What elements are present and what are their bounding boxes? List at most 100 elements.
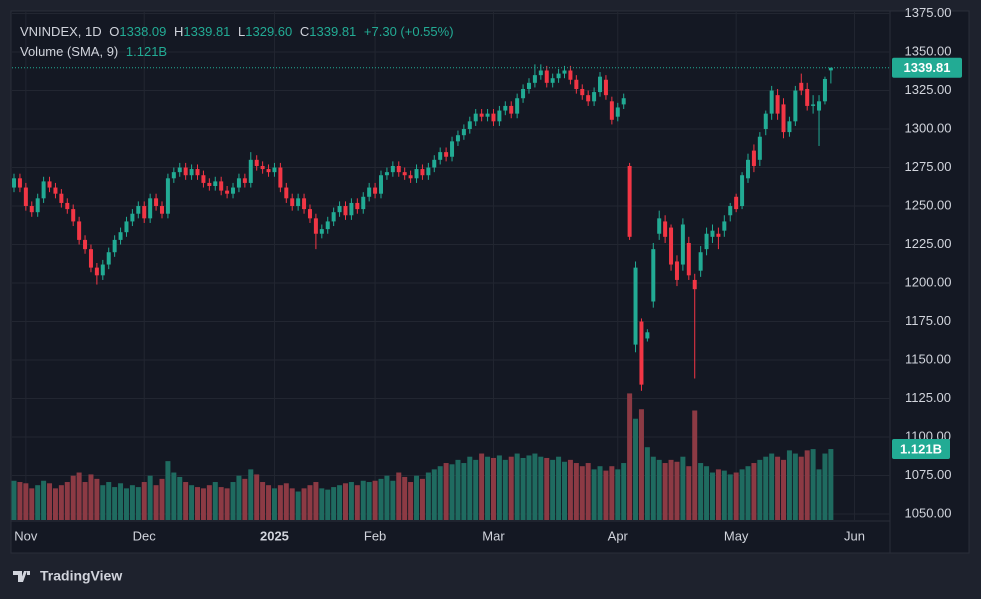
volume-bar — [106, 482, 112, 520]
candle-body — [686, 242, 691, 276]
last-price-label: 1339.81 — [904, 60, 951, 75]
change: +7.30 (+0.55%) — [364, 24, 454, 39]
ohlc-key: C — [300, 24, 309, 39]
candle-body — [615, 107, 620, 117]
candle-body — [83, 239, 88, 250]
candle-body — [568, 70, 573, 80]
y-tick-label: 1225.00 — [905, 236, 952, 251]
y-tick-label: 1325.00 — [905, 82, 952, 97]
candle-body — [586, 95, 591, 102]
study-value: 1.121B — [126, 44, 167, 59]
candle-body — [556, 73, 561, 79]
candle-body — [142, 206, 147, 219]
volume-bar — [437, 466, 443, 520]
candle-body — [343, 206, 348, 216]
candle-body — [29, 206, 34, 213]
candle-body — [680, 224, 685, 265]
volume-bar — [118, 483, 124, 520]
volume-bar — [656, 459, 662, 520]
volume-bar — [331, 487, 337, 520]
candle-body — [822, 78, 827, 102]
candle-body — [53, 187, 58, 194]
candle-body — [225, 190, 230, 194]
candle-body — [740, 175, 745, 207]
candle-body — [77, 221, 82, 240]
candle-body — [550, 78, 555, 83]
candle-body — [207, 182, 212, 187]
volume-bar — [289, 488, 295, 520]
candle-body — [598, 76, 603, 93]
volume-bar — [248, 469, 254, 520]
candle-body — [41, 181, 46, 199]
candle-body — [361, 196, 366, 210]
candle-body — [414, 169, 419, 179]
volume-bar — [520, 457, 526, 520]
candle-body — [420, 169, 425, 176]
volume-bar — [479, 453, 485, 520]
volume-bar — [171, 472, 177, 520]
x-tick-label: Mar — [482, 528, 505, 543]
volume-bar — [591, 469, 597, 520]
volume-bar — [29, 488, 35, 520]
candle-body — [331, 212, 336, 222]
candle-body — [450, 141, 455, 157]
volume-bar — [804, 450, 810, 520]
y-tick-label: 1050.00 — [905, 505, 952, 520]
candle-body — [219, 181, 224, 191]
volume-pane — [11, 393, 834, 520]
candle-body — [438, 152, 443, 160]
volume-bar — [94, 478, 100, 520]
volume-bar — [597, 466, 603, 520]
x-tick-label: Apr — [608, 528, 629, 543]
volume-bar — [52, 488, 58, 520]
grid — [12, 12, 890, 520]
candle-body — [290, 198, 295, 207]
candle-body — [757, 136, 762, 160]
candle-body — [106, 252, 111, 265]
volume-bar — [757, 459, 763, 520]
volume-bar — [473, 459, 479, 520]
candle-body — [639, 321, 644, 385]
candle-body — [775, 95, 780, 114]
candle-body — [526, 82, 531, 89]
volume-bar — [342, 483, 348, 520]
candle-body — [396, 165, 401, 173]
volume-bar — [650, 456, 656, 520]
volume-bar — [301, 488, 307, 520]
axes: 1050.001075.001100.001125.001150.001175.… — [12, 5, 962, 543]
candle-body — [663, 221, 668, 237]
volume-bar — [112, 487, 118, 520]
volume-bar — [810, 449, 816, 520]
volume-bar — [218, 487, 224, 520]
volume-bar — [47, 483, 53, 520]
logo-icon — [13, 571, 30, 582]
candle-body — [408, 175, 413, 179]
candle-body — [674, 261, 679, 280]
volume-bar — [58, 485, 64, 520]
volume-bar — [82, 482, 88, 520]
volume-bar — [360, 480, 366, 520]
volume-bar — [567, 459, 573, 520]
candle-body — [213, 181, 218, 187]
candle-body — [467, 121, 472, 130]
volume-bar — [638, 409, 644, 520]
candle-body — [325, 221, 330, 230]
candle-body — [479, 113, 484, 117]
candle-body — [544, 70, 549, 83]
volume-bar — [11, 480, 17, 520]
y-tick-label: 1275.00 — [905, 159, 952, 174]
last-volume-label: 1.121B — [900, 441, 942, 456]
volume-bar — [727, 474, 733, 520]
candle-body — [769, 90, 774, 114]
volume-bar — [461, 463, 467, 520]
candle-body — [302, 198, 307, 210]
y-tick-label: 1250.00 — [905, 197, 952, 212]
candle-body — [296, 198, 301, 207]
volume-bar — [129, 485, 135, 520]
candle-body — [710, 230, 715, 237]
volume-bar — [680, 456, 686, 520]
candle-body — [284, 187, 289, 199]
volume-bar — [822, 453, 828, 520]
candle-body — [379, 175, 384, 194]
volume-bar — [319, 488, 325, 520]
